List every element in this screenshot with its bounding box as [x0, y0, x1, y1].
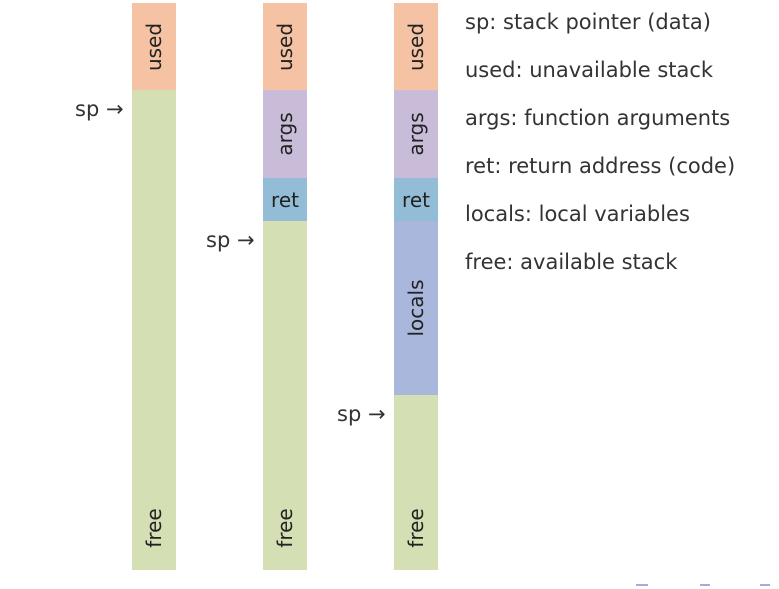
free-label: free [142, 508, 166, 548]
args-label: args [273, 112, 297, 156]
free-segment: free [394, 395, 438, 570]
decorative-dash [760, 584, 770, 586]
stack-column-1: used free [132, 3, 176, 570]
ret-segment: ret [394, 178, 438, 221]
used-segment: used [394, 3, 438, 90]
legend-args: args: function arguments [465, 106, 731, 130]
free-segment: free [132, 90, 176, 570]
legend: sp: stack pointer (data) used: unavailab… [465, 8, 735, 296]
legend-used: used: unavailable stack [465, 58, 714, 82]
stack-pointer-2: sp → [206, 228, 255, 252]
args-label: args [404, 112, 428, 156]
args-segment: args [263, 90, 307, 178]
used-segment: used [132, 3, 176, 90]
free-segment: free [263, 221, 307, 570]
stack-column-3: used args ret locals free [394, 3, 438, 570]
legend-sp: sp: stack pointer (data) [465, 10, 711, 34]
legend-ret: ret: return address (code) [465, 154, 736, 178]
free-label: free [273, 508, 297, 548]
decorative-dash [700, 584, 710, 586]
free-label: free [404, 508, 428, 548]
ret-segment: ret [263, 178, 307, 221]
ret-label: ret [271, 187, 299, 212]
locals-segment: locals [394, 221, 438, 395]
used-label: used [273, 22, 297, 71]
stack-column-2: used args ret free [263, 3, 307, 570]
used-label: used [404, 22, 428, 71]
legend-locals: locals: local variables [465, 202, 690, 226]
stack-pointer-3: sp → [337, 402, 386, 426]
legend-free: free: available stack [465, 250, 678, 274]
args-segment: args [394, 90, 438, 178]
stack-pointer-1: sp → [75, 97, 124, 121]
used-label: used [142, 22, 166, 71]
ret-label: ret [402, 187, 430, 212]
decorative-dash [636, 584, 648, 586]
used-segment: used [263, 3, 307, 90]
locals-label: locals [404, 279, 428, 337]
